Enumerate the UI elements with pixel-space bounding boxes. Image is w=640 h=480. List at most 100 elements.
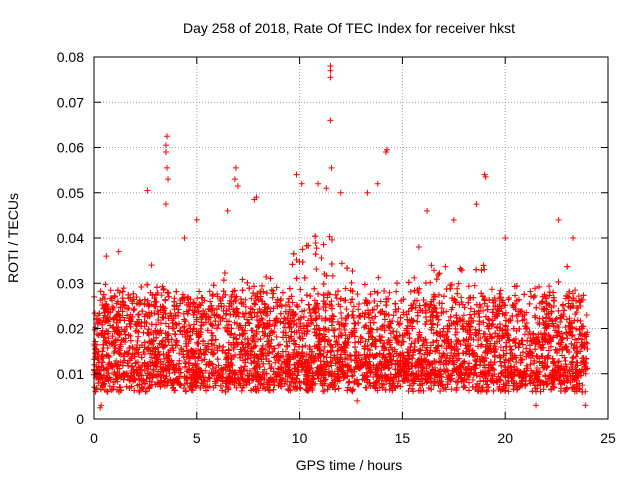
data-point <box>393 288 400 295</box>
data-point <box>523 345 530 352</box>
data-point <box>223 310 230 317</box>
data-point <box>554 322 561 329</box>
data-point <box>197 384 204 391</box>
data-point <box>512 292 519 299</box>
data-point <box>329 318 336 325</box>
data-point <box>135 333 142 340</box>
data-point <box>311 297 318 304</box>
data-point <box>350 314 357 321</box>
data-point <box>457 265 464 272</box>
data-point <box>534 319 541 326</box>
data-point <box>318 254 325 261</box>
data-point <box>209 292 216 299</box>
data-point <box>269 294 276 301</box>
data-point <box>460 312 467 319</box>
data-point <box>214 356 221 363</box>
data-point <box>235 313 242 320</box>
data-point <box>113 357 120 364</box>
data-point <box>500 347 507 354</box>
data-point <box>408 340 415 347</box>
data-point <box>165 293 172 300</box>
data-point <box>106 383 113 390</box>
data-point <box>348 279 355 286</box>
data-point <box>171 330 178 337</box>
data-point <box>422 280 429 287</box>
data-point <box>527 361 534 368</box>
data-point <box>433 330 440 337</box>
data-point <box>381 287 388 294</box>
data-point <box>256 305 263 312</box>
data-point <box>407 288 414 295</box>
data-point <box>488 286 495 293</box>
data-point <box>311 285 318 292</box>
data-point <box>95 380 102 387</box>
data-point <box>267 329 274 336</box>
data-point <box>335 288 342 295</box>
data-point <box>527 288 534 295</box>
data-point <box>371 288 378 295</box>
data-point <box>205 374 212 381</box>
data-point <box>440 293 447 300</box>
data-point <box>207 298 214 305</box>
data-point <box>443 308 450 315</box>
data-point <box>356 300 363 307</box>
data-point <box>555 278 562 285</box>
data-point <box>342 285 349 292</box>
data-point <box>289 261 296 268</box>
data-point <box>133 359 140 366</box>
data-point <box>180 385 187 392</box>
data-point <box>117 358 124 365</box>
data-point <box>354 291 361 298</box>
data-point <box>377 298 384 305</box>
data-point <box>469 376 476 383</box>
data-point <box>344 265 351 272</box>
data-point <box>169 384 176 391</box>
data-point <box>296 334 303 341</box>
data-point <box>324 294 331 301</box>
data-point <box>398 342 405 349</box>
data-point <box>542 359 549 366</box>
data-point <box>201 342 208 349</box>
data-point <box>445 317 452 324</box>
data-point <box>457 317 464 324</box>
data-point <box>515 311 522 318</box>
data-point <box>352 344 359 351</box>
data-point <box>428 262 435 269</box>
data-point <box>455 280 462 287</box>
data-point <box>497 354 504 361</box>
data-point <box>183 338 190 345</box>
data-point <box>185 321 192 328</box>
data-point <box>105 335 112 342</box>
data-point <box>294 303 301 310</box>
data-point <box>289 299 296 306</box>
data-point <box>303 292 310 299</box>
data-point <box>529 331 536 338</box>
data-point <box>433 276 440 283</box>
data-point <box>508 346 515 353</box>
data-point <box>452 331 459 338</box>
data-point <box>359 335 366 342</box>
data-point <box>325 290 332 297</box>
data-point <box>406 382 413 389</box>
data-point <box>514 318 521 325</box>
data-point <box>249 327 256 334</box>
data-point <box>293 321 300 328</box>
data-point <box>268 287 275 294</box>
data-point <box>343 306 350 313</box>
data-point <box>187 296 194 303</box>
data-point <box>321 343 328 350</box>
data-point <box>245 319 252 326</box>
data-point <box>440 325 447 332</box>
data-point <box>562 361 569 368</box>
data-point <box>575 293 582 300</box>
data-point <box>584 340 591 347</box>
data-point <box>313 332 320 339</box>
data-point <box>243 381 250 388</box>
data-point <box>559 302 566 309</box>
data-point <box>98 363 105 370</box>
data-point <box>335 301 342 308</box>
data-point <box>328 261 335 268</box>
data-point <box>133 294 140 301</box>
data-point <box>126 344 133 351</box>
